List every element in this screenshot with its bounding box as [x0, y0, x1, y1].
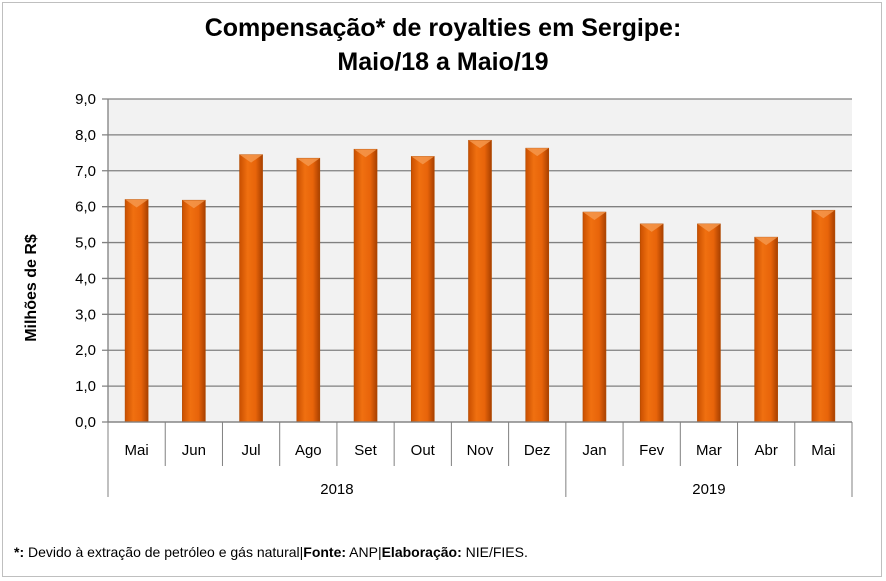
bar	[239, 154, 263, 423]
x-tick-label: Jun	[182, 442, 206, 459]
x-tick-label: Jul	[241, 442, 260, 459]
bar-top-highlight	[754, 237, 778, 246]
x-tick-label: Out	[411, 442, 436, 459]
bar-top-highlight	[296, 158, 320, 167]
x-tick-label: Mai	[125, 442, 149, 459]
y-tick-label: 3,0	[75, 306, 96, 323]
x-tick-label: Set	[354, 442, 377, 459]
bar-top-highlight	[697, 223, 721, 232]
y-tick-label: 8,0	[75, 127, 96, 144]
bar-top-highlight	[582, 212, 606, 221]
bar	[639, 223, 664, 423]
bar	[353, 148, 378, 423]
y-axis-label: Milhões de R$	[23, 234, 40, 342]
x-tick-label: Mai	[811, 442, 835, 459]
bar	[124, 199, 149, 423]
x-tick-label: Jan	[582, 442, 606, 459]
x-tick-label: Dez	[524, 442, 551, 459]
chart-subtitle: Maio/18 a Maio/19	[337, 48, 549, 76]
y-tick-label: 2,0	[75, 342, 96, 359]
bar	[811, 209, 836, 423]
x-tick-label: Abr	[754, 442, 777, 459]
source-text: ANP|	[346, 544, 382, 560]
year-group-label: 2019	[692, 481, 725, 498]
year-group-label: 2018	[320, 481, 353, 498]
y-tick-label: 7,0	[75, 163, 96, 180]
y-tick-label: 0,0	[75, 414, 96, 431]
bar	[182, 199, 206, 423]
bar-top-highlight	[411, 156, 435, 165]
bar	[754, 236, 778, 423]
elaboration-label: Elaboração:	[381, 544, 462, 560]
bar	[582, 211, 607, 423]
bar	[697, 223, 721, 423]
bar-top-highlight	[640, 223, 664, 232]
x-tick-label: Fev	[639, 442, 665, 459]
footnote: *: Devido à extração de petróleo e gás n…	[14, 544, 528, 560]
y-tick-label: 5,0	[75, 235, 96, 252]
bar-top-highlight	[239, 154, 263, 163]
bar-top-highlight	[525, 148, 549, 157]
bar-top-highlight	[182, 200, 206, 209]
footnote-text: Devido à extração de petróleo e gás natu…	[24, 544, 304, 560]
chart-title: Compensação* de royalties em Sergipe:	[204, 14, 682, 42]
y-tick-label: 9,0	[75, 91, 96, 108]
footnote-star: *:	[14, 544, 25, 560]
bar	[410, 156, 435, 423]
bar	[468, 139, 492, 423]
bar-top-highlight	[354, 149, 378, 158]
bar	[296, 157, 321, 423]
elaboration-text: NIE/FIES.	[461, 544, 528, 560]
bar-top-highlight	[811, 210, 835, 219]
x-tick-label: Ago	[295, 442, 322, 459]
y-tick-label: 1,0	[75, 378, 96, 395]
source-label: Fonte:	[303, 544, 347, 560]
bar-top-highlight	[468, 140, 492, 149]
x-tick-label: Mar	[696, 442, 722, 459]
x-tick-label: Nov	[467, 442, 494, 459]
bar	[525, 147, 550, 423]
bar-top-highlight	[125, 199, 149, 208]
y-tick-label: 6,0	[75, 199, 96, 216]
y-tick-label: 4,0	[75, 270, 96, 287]
